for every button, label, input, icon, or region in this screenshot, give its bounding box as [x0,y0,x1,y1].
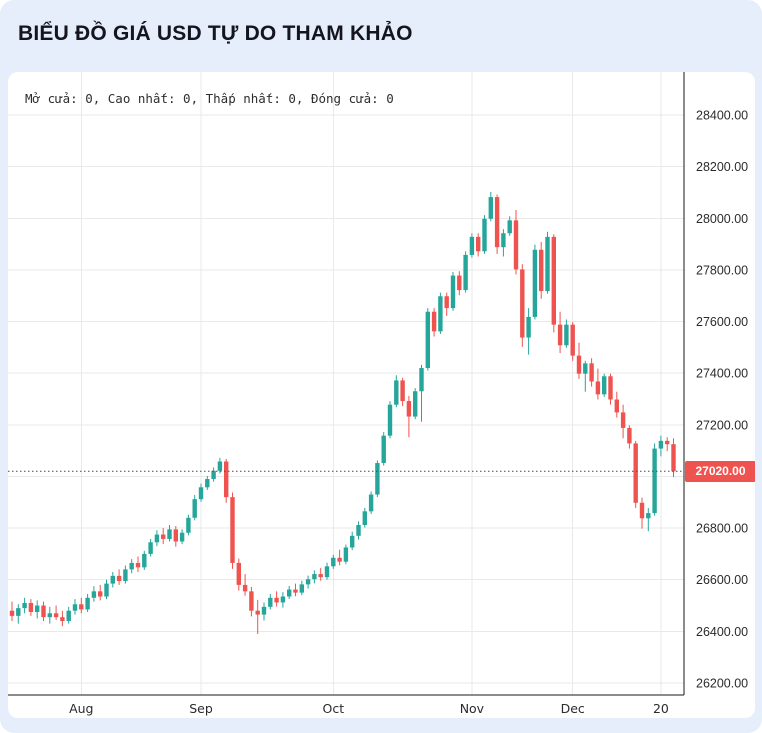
svg-text:Sep: Sep [189,701,213,716]
svg-text:Dec: Dec [561,701,585,716]
page-title: BIỂU ĐỒ GIÁ USD TỰ DO THAM KHẢO [18,22,413,45]
candlestick-chart[interactable]: 26200.0026400.0026600.0026800.0027000.00… [8,72,755,718]
svg-text:26800.00: 26800.00 [696,522,748,536]
svg-text:20: 20 [653,701,669,716]
ohlc-legend: Mở cửa: 0, Cao nhất: 0, Thấp nhất: 0, Đó… [25,91,394,106]
svg-text:Nov: Nov [460,701,485,716]
svg-text:28400.00: 28400.00 [696,109,748,123]
svg-text:26600.00: 26600.00 [696,573,748,587]
svg-text:28200.00: 28200.00 [696,160,748,174]
svg-text:27200.00: 27200.00 [696,418,748,432]
svg-text:26400.00: 26400.00 [696,625,748,639]
svg-text:27600.00: 27600.00 [696,315,748,329]
svg-text:28000.00: 28000.00 [696,212,748,226]
svg-text:Aug: Aug [69,701,93,716]
svg-text:27400.00: 27400.00 [696,367,748,381]
svg-text:27800.00: 27800.00 [696,263,748,277]
svg-text:Oct: Oct [322,701,344,716]
svg-text:26200.00: 26200.00 [696,677,748,691]
chart-card: 26200.0026400.0026600.0026800.0027000.00… [8,72,755,718]
price-badge: 27020.00 [685,460,755,482]
